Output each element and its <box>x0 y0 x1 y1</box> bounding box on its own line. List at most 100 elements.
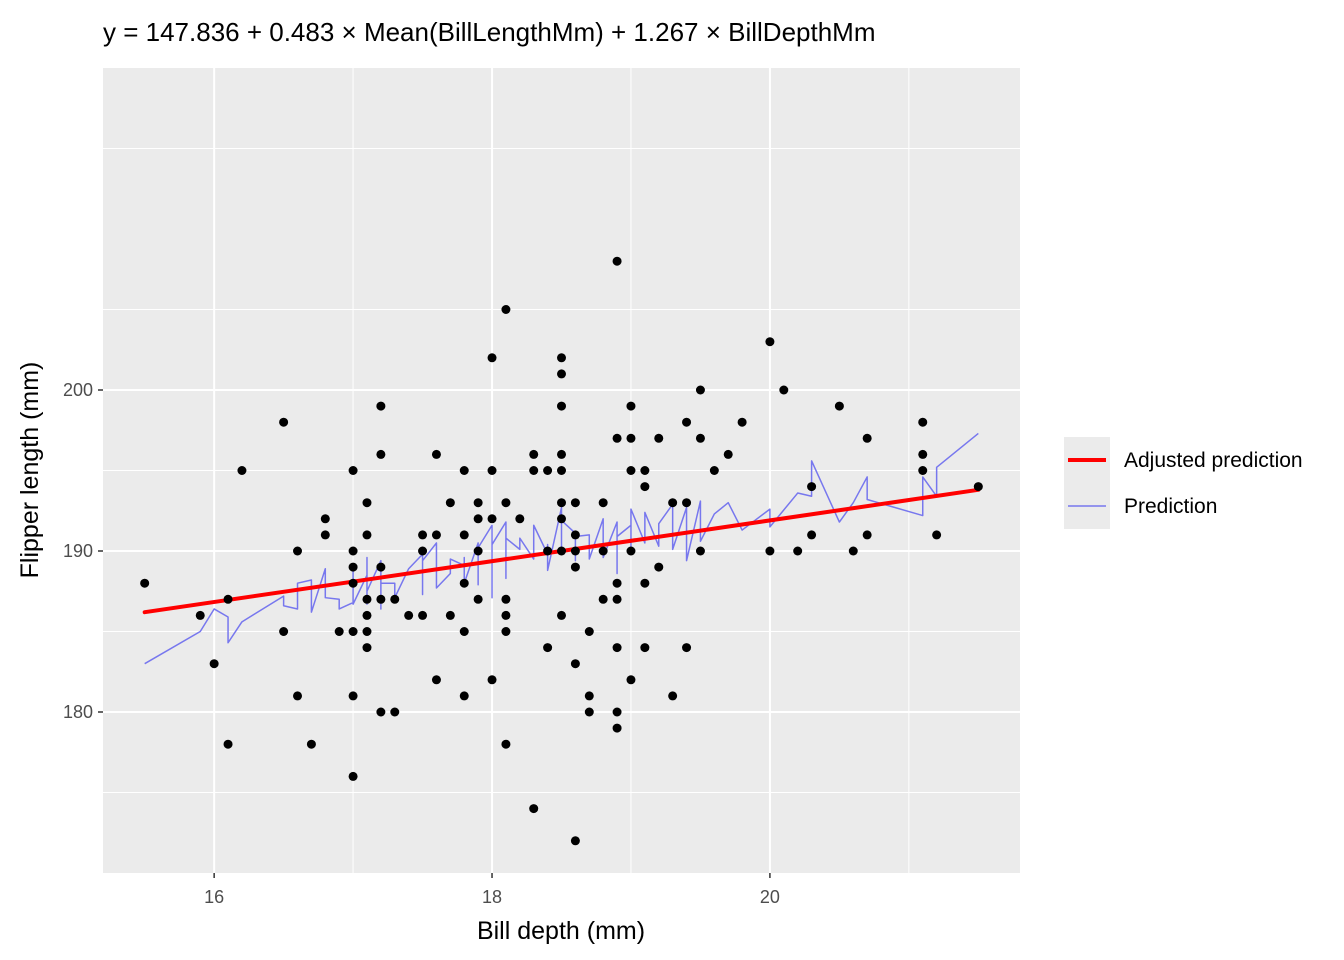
data-point <box>570 659 580 669</box>
data-point <box>570 530 580 540</box>
data-point <box>834 401 844 411</box>
data-point <box>279 627 289 636</box>
data-point <box>445 498 455 508</box>
data-point <box>626 466 636 475</box>
data-point <box>431 675 441 685</box>
x-tick-label: 16 <box>204 887 224 907</box>
data-point <box>640 482 650 492</box>
data-point <box>473 546 483 556</box>
data-point <box>362 530 372 540</box>
data-point <box>668 498 678 508</box>
data-point <box>682 643 692 653</box>
data-point <box>404 610 414 620</box>
data-point <box>612 723 622 733</box>
data-point <box>348 578 358 588</box>
data-point <box>640 578 650 588</box>
data-point <box>668 691 678 701</box>
data-point <box>557 401 566 411</box>
data-point <box>682 498 692 508</box>
legend-label: Adjusted prediction <box>1124 449 1303 472</box>
data-point <box>626 433 636 443</box>
data-point <box>570 836 580 846</box>
data-point <box>973 482 983 492</box>
data-point <box>293 691 303 701</box>
x-tick-label: 20 <box>760 887 780 907</box>
data-point <box>640 466 650 475</box>
data-point <box>376 449 386 459</box>
y-axis-title: Flipper length (mm) <box>16 362 44 579</box>
data-point <box>501 610 511 620</box>
data-point <box>570 498 580 508</box>
data-point <box>529 449 539 459</box>
data-point <box>362 594 372 604</box>
data-point <box>557 369 566 379</box>
data-point <box>473 594 483 604</box>
data-point <box>418 546 428 556</box>
y-axis-ticks: 180 190 200 <box>63 380 103 722</box>
data-point <box>418 610 428 620</box>
data-point <box>515 514 525 524</box>
data-point <box>320 514 330 524</box>
data-point <box>723 449 733 459</box>
data-point <box>501 498 511 508</box>
data-point <box>584 707 594 717</box>
data-point <box>640 643 650 653</box>
data-point <box>626 546 636 556</box>
data-point <box>557 514 566 524</box>
data-point <box>612 643 622 653</box>
data-point <box>362 627 372 636</box>
data-point <box>557 449 566 459</box>
data-point <box>612 433 622 443</box>
data-point <box>570 546 580 556</box>
data-point <box>862 433 872 443</box>
data-point <box>473 498 483 508</box>
data-point <box>376 562 386 572</box>
x-tick-label: 18 <box>482 887 502 907</box>
data-point <box>459 530 469 540</box>
data-point <box>695 385 705 395</box>
data-point <box>362 643 372 653</box>
data-point <box>348 691 358 701</box>
y-tick-label: 200 <box>63 380 93 400</box>
chart-title: y = 147.836 + 0.483 × Mean(BillLengthMm)… <box>103 17 876 47</box>
data-point <box>140 578 150 588</box>
data-point <box>348 771 358 781</box>
data-point <box>598 498 608 508</box>
data-point <box>918 466 928 475</box>
data-point <box>487 514 497 524</box>
data-point <box>612 707 622 717</box>
data-point <box>390 594 400 604</box>
data-point <box>543 643 553 653</box>
data-point <box>543 466 553 475</box>
data-point <box>501 305 511 314</box>
data-point <box>431 530 441 540</box>
data-point <box>598 594 608 604</box>
data-point <box>557 466 566 475</box>
data-point <box>612 578 622 588</box>
data-point <box>570 562 580 572</box>
data-point <box>459 691 469 701</box>
data-point <box>306 739 316 749</box>
data-point <box>807 482 817 492</box>
data-point <box>612 594 622 604</box>
data-point <box>459 466 469 475</box>
data-point <box>293 546 303 556</box>
data-point <box>487 675 497 685</box>
data-point <box>557 353 566 363</box>
data-point <box>779 385 789 395</box>
x-axis-title: Bill depth (mm) <box>477 917 645 945</box>
data-point <box>612 256 622 266</box>
data-point <box>626 401 636 411</box>
data-point <box>765 546 775 556</box>
data-point <box>529 466 539 475</box>
data-point <box>418 530 428 540</box>
prediction-line <box>144 432 979 665</box>
data-point <box>848 546 858 556</box>
data-point <box>807 530 817 540</box>
data-points <box>140 256 983 846</box>
data-point <box>793 546 803 556</box>
data-point <box>737 417 747 427</box>
data-point <box>390 707 400 717</box>
data-point <box>695 546 705 556</box>
y-tick-label: 190 <box>63 541 93 561</box>
